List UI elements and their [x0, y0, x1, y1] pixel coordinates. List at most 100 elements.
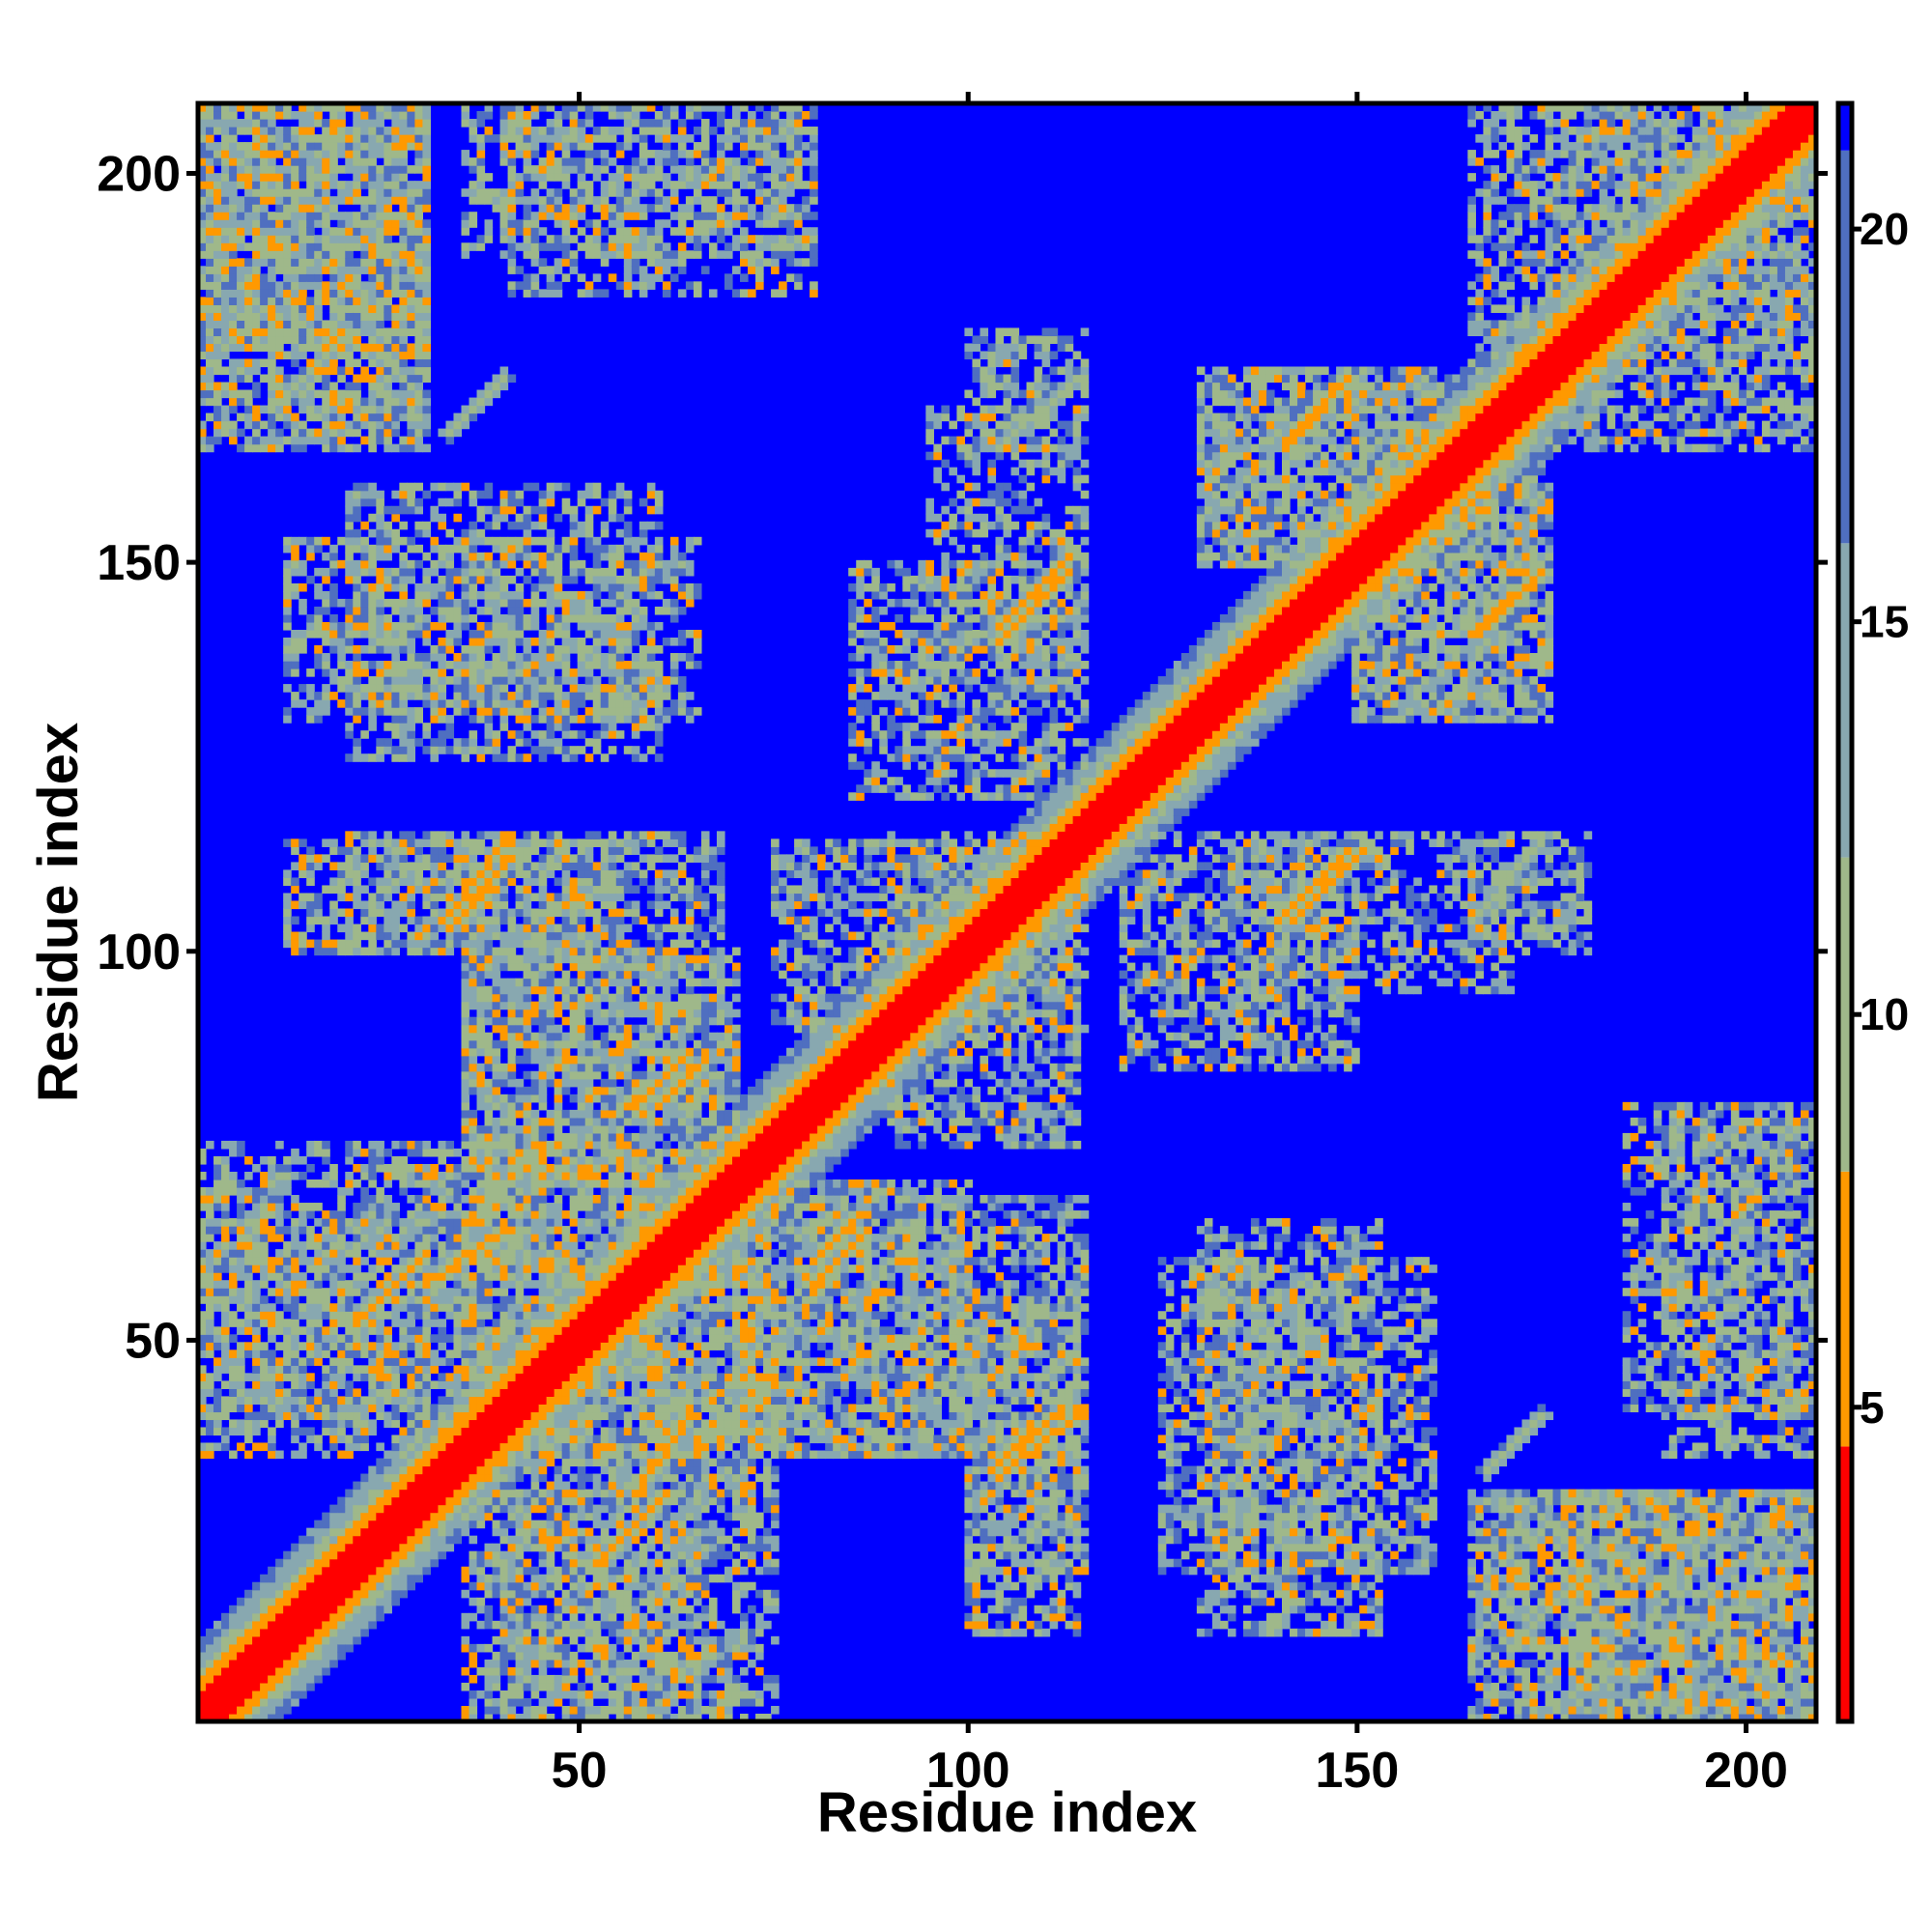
- heatmap-cell: [391, 1550, 400, 1560]
- heatmap-cell: [453, 877, 463, 887]
- heatmap-cell: [322, 653, 330, 662]
- heatmap-cell: [523, 962, 532, 972]
- heatmap-cell: [322, 854, 330, 863]
- heatmap-cell: [353, 382, 361, 391]
- heatmap-cell: [291, 1620, 299, 1630]
- heatmap-cell: [499, 1489, 509, 1498]
- heatmap-cell: [515, 1373, 525, 1381]
- heatmap-cell: [283, 1249, 292, 1258]
- heatmap-cell: [206, 412, 214, 422]
- heatmap-cell: [476, 707, 486, 716]
- heatmap-cell: [515, 219, 525, 228]
- heatmap-cell: [461, 908, 470, 918]
- heatmap-cell: [399, 1458, 408, 1467]
- heatmap-cell: [492, 1303, 501, 1312]
- heatmap-cell: [515, 613, 525, 623]
- heatmap-cell: [368, 877, 377, 887]
- heatmap-cell: [523, 684, 532, 693]
- heatmap-cell: [244, 188, 253, 197]
- heatmap-cell: [515, 1078, 525, 1088]
- heatmap-cell: [345, 266, 354, 274]
- heatmap-cell: [391, 1581, 400, 1591]
- heatmap-cell: [484, 567, 494, 577]
- heatmap-cell: [376, 1558, 384, 1568]
- heatmap-cell: [476, 1311, 486, 1320]
- heatmap-cell: [507, 947, 517, 956]
- heatmap-cell: [244, 366, 253, 376]
- heatmap-cell: [260, 142, 269, 151]
- heatmap-cell: [376, 1210, 384, 1219]
- heatmap-cell: [213, 281, 222, 290]
- heatmap-cell: [422, 1380, 432, 1389]
- heatmap-cell: [384, 443, 392, 453]
- heatmap-cell: [499, 1635, 509, 1645]
- heatmap-cell: [469, 1380, 478, 1389]
- heatmap-cell: [360, 482, 369, 492]
- heatmap-cell: [229, 258, 238, 267]
- heatmap-cell: [322, 289, 330, 298]
- heatmap-cell: [469, 699, 478, 708]
- heatmap-cell: [476, 645, 486, 654]
- heatmap-cell: [515, 1155, 525, 1165]
- heatmap-cell: [368, 490, 377, 499]
- heatmap-cell: [322, 412, 330, 422]
- heatmap-cell: [407, 304, 415, 313]
- heatmap-cell: [469, 1435, 478, 1444]
- heatmap-cell: [469, 1280, 478, 1289]
- heatmap-cell: [306, 1550, 315, 1560]
- heatmap-cell: [252, 1249, 261, 1258]
- heatmap-cell: [422, 1566, 432, 1576]
- heatmap-cell: [322, 1373, 330, 1381]
- heatmap-cell: [445, 877, 455, 887]
- heatmap-cell: [399, 1520, 408, 1529]
- heatmap-cell: [484, 111, 494, 120]
- heatmap-cell: [523, 1427, 532, 1436]
- heatmap-cell: [329, 412, 338, 422]
- heatmap-cell: [283, 351, 292, 360]
- heatmap-cell: [306, 1612, 315, 1622]
- heatmap-cell: [252, 1605, 261, 1614]
- heatmap-cell: [221, 1365, 230, 1374]
- heatmap-cell: [260, 1581, 269, 1591]
- heatmap-cell: [461, 707, 470, 716]
- heatmap-cell: [399, 389, 408, 399]
- heatmap-cell: [291, 165, 299, 174]
- heatmap-cell: [229, 1659, 238, 1668]
- heatmap-cell: [237, 1674, 245, 1684]
- heatmap-cell: [291, 1155, 299, 1165]
- heatmap-cell: [469, 1117, 478, 1126]
- heatmap-cell: [430, 1264, 440, 1273]
- heatmap-cell: [353, 173, 361, 182]
- heatmap-cell: [453, 1295, 463, 1304]
- heatmap-cell: [345, 645, 354, 654]
- heatmap-cell: [430, 1504, 440, 1514]
- heatmap-cell: [306, 320, 315, 329]
- heatmap-cell: [476, 970, 486, 980]
- heatmap-cell: [438, 838, 447, 847]
- heatmap-cell: [376, 1411, 384, 1421]
- heatmap-cell: [484, 1163, 494, 1173]
- heatmap-cell: [368, 1504, 377, 1514]
- heatmap-cell: [414, 134, 424, 143]
- heatmap-cell: [438, 1543, 447, 1552]
- heatmap-cell: [213, 266, 222, 274]
- heatmap-cell: [206, 119, 214, 128]
- heatmap-cell: [499, 552, 509, 561]
- heatmap-cell: [407, 436, 415, 445]
- heatmap-cell: [407, 629, 415, 639]
- heatmap-cell: [329, 1558, 338, 1568]
- heatmap-cell: [484, 590, 494, 600]
- heatmap-cell: [499, 1643, 509, 1653]
- heatmap-cell: [291, 1612, 299, 1622]
- heatmap-cell: [414, 335, 424, 345]
- heatmap-cell: [407, 505, 415, 515]
- heatmap-cell: [399, 1543, 408, 1552]
- heatmap-cell: [306, 1666, 315, 1676]
- heatmap-cell: [198, 389, 207, 399]
- heatmap-cell: [461, 939, 470, 949]
- heatmap-cell: [523, 1713, 532, 1722]
- heatmap-cell: [314, 1295, 323, 1304]
- heatmap-cell: [422, 1419, 432, 1429]
- heatmap-cell: [461, 1257, 470, 1265]
- heatmap-cell: [329, 382, 338, 391]
